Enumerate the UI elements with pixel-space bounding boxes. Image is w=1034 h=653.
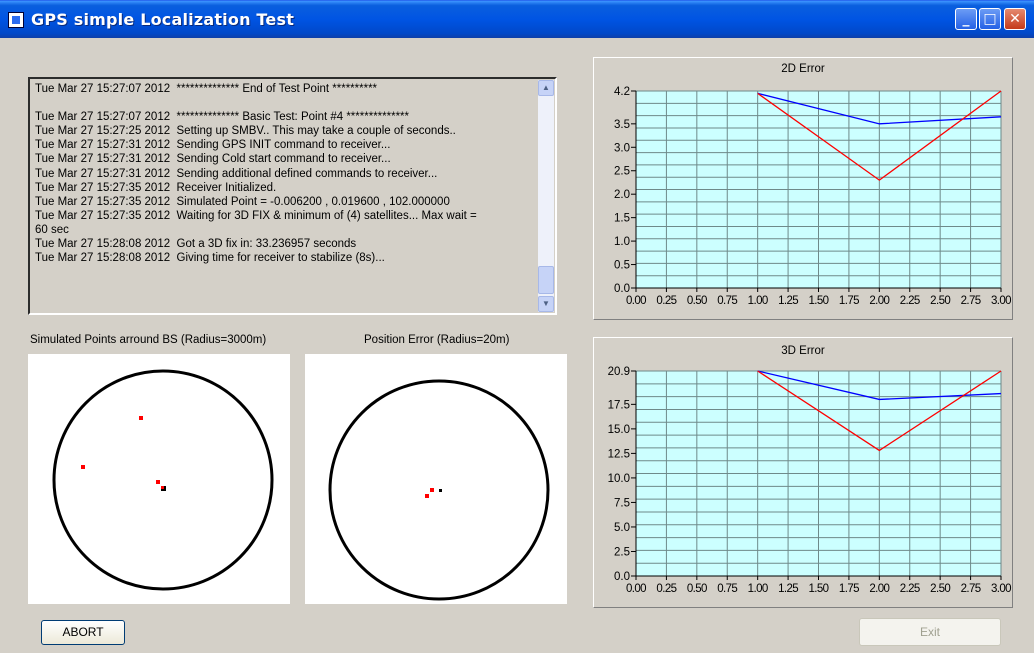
log-line: Tue Mar 27 15:27:07 2012 ************** … bbox=[35, 111, 409, 124]
error-point bbox=[425, 494, 429, 498]
log-line: Tue Mar 27 15:27:31 2012 Sending additio… bbox=[35, 167, 438, 180]
log-line bbox=[35, 96, 535, 110]
y-tick-label: 2.5 bbox=[614, 546, 630, 558]
graph-2d-error: 2D Error 0.00 0.25 0.50 0.75 1.00 1.25 1.50 1.75… bbox=[593, 57, 1013, 320]
simulated-points-plot bbox=[52, 369, 274, 591]
x-tick-label: 2.00 bbox=[869, 583, 889, 595]
log-line: Tue Mar 27 15:27:35 2012 Receiver Initia… bbox=[35, 181, 277, 194]
sim-point bbox=[139, 416, 143, 420]
position-error-plot bbox=[328, 379, 550, 601]
y-tick-label: 0.0 bbox=[614, 283, 630, 295]
y-tick-label: 7.5 bbox=[614, 497, 630, 509]
maximize-icon: □ bbox=[983, 11, 997, 27]
y-tick-label: 0.5 bbox=[614, 260, 630, 272]
x-tick-label: 2.50 bbox=[930, 295, 950, 307]
window-title: GPS simple Localization Test bbox=[31, 10, 295, 29]
x-tick-label: 1.00 bbox=[748, 295, 768, 307]
x-tick-label: 2.00 bbox=[869, 295, 889, 307]
log-line: Tue Mar 27 15:27:31 2012 Sending Cold st… bbox=[35, 153, 391, 166]
log-line: Tue Mar 27 15:27:07 2012 ************** … bbox=[35, 83, 378, 95]
simulated-points-canvas bbox=[28, 354, 290, 604]
x-tick-label: 3.00 bbox=[991, 583, 1011, 595]
y-tick-label: 12.5 bbox=[608, 448, 630, 460]
series-line-1 bbox=[757, 370, 1002, 452]
x-tick-label: 1.75 bbox=[839, 583, 859, 595]
log-line: Tue Mar 27 15:27:35 2012 Simulated Point… bbox=[35, 195, 450, 208]
chart-title: 3D Error bbox=[781, 345, 825, 357]
radius-circle bbox=[52, 369, 274, 591]
y-tick-label: 0.0 bbox=[614, 571, 630, 583]
graph-3d-error: 3D Error 0.00 0.25 0.50 0.75 1.00 1.25 1.50 1.75… bbox=[593, 337, 1013, 608]
chart-2d-error: 2D Error 0.00 0.25 0.50 0.75 1.00 1.25 1.50 1.75… bbox=[614, 63, 1012, 307]
x-tick-label: 0.75 bbox=[717, 295, 737, 307]
log-panel[interactable]: Tue Mar 27 15:27:07 2012 ************** … bbox=[28, 77, 557, 315]
maximize-button[interactable]: □ bbox=[979, 8, 1001, 30]
x-tick-label: 0.25 bbox=[656, 583, 676, 595]
position-error-canvas bbox=[305, 354, 567, 604]
log-scrollbar[interactable]: ▲ ▼ bbox=[538, 80, 554, 312]
error-point bbox=[430, 488, 434, 492]
x-tick-label: 0.50 bbox=[687, 295, 707, 307]
minimize-icon: _ bbox=[962, 11, 970, 27]
y-tick-label: 4.2 bbox=[614, 86, 630, 98]
y-tick-label: 3.5 bbox=[614, 119, 630, 131]
x-tick-label: 2.25 bbox=[900, 583, 920, 595]
y-tick-label: 1.0 bbox=[614, 236, 630, 248]
scroll-down-icon[interactable]: ▼ bbox=[538, 296, 554, 312]
x-tick-label: 1.00 bbox=[748, 583, 768, 595]
exit-button[interactable]: Exit bbox=[859, 618, 1001, 646]
sim-points-label: Simulated Points arround BS (Radius=3000… bbox=[30, 334, 267, 346]
scroll-thumb[interactable] bbox=[538, 266, 554, 294]
y-tick-label: 2.5 bbox=[614, 166, 630, 178]
sim-point bbox=[156, 480, 160, 484]
app-icon[interactable] bbox=[8, 12, 24, 28]
y-tick-label: 17.5 bbox=[608, 399, 630, 411]
x-tick-label: 1.75 bbox=[839, 295, 859, 307]
log-line: Tue Mar 27 15:28:08 2012 Giving time for… bbox=[35, 252, 385, 265]
x-tick-label: 0.75 bbox=[717, 583, 737, 595]
y-tick-label: 15.0 bbox=[608, 424, 630, 436]
x-tick-label: 0.00 bbox=[626, 295, 646, 307]
x-tick-label: 0.00 bbox=[626, 583, 646, 595]
y-tick-label: 10.0 bbox=[608, 473, 630, 485]
abort-button[interactable]: ABORT bbox=[41, 620, 125, 645]
y-tick-label: 2.0 bbox=[614, 189, 630, 201]
log-line: Tue Mar 27 15:27:31 2012 Sending GPS INI… bbox=[35, 139, 391, 152]
log-line: Tue Mar 27 15:27:25 2012 Setting up SMBV… bbox=[35, 125, 456, 138]
title-bar[interactable]: GPS simple Localization Test _ □ ✕ bbox=[0, 0, 1034, 38]
y-tick-label: 3.0 bbox=[614, 142, 630, 154]
x-tick-label: 1.25 bbox=[778, 583, 798, 595]
series-line-0 bbox=[757, 370, 1002, 401]
series-line-1 bbox=[757, 90, 1002, 181]
sim-point bbox=[161, 486, 164, 489]
sim-point bbox=[81, 465, 85, 469]
x-tick-label: 2.75 bbox=[961, 295, 981, 307]
x-tick-label: 2.25 bbox=[900, 295, 920, 307]
minimize-button[interactable]: _ bbox=[955, 8, 977, 30]
close-button[interactable]: ✕ bbox=[1004, 8, 1026, 30]
chart-title: 2D Error bbox=[781, 63, 825, 75]
radius-circle bbox=[328, 379, 550, 601]
x-tick-label: 0.50 bbox=[687, 583, 707, 595]
x-tick-label: 1.50 bbox=[809, 583, 829, 595]
x-tick-label: 1.25 bbox=[778, 295, 798, 307]
log-line: Tue Mar 27 15:28:08 2012 Got a 3D fix in… bbox=[35, 238, 357, 251]
scroll-up-icon[interactable]: ▲ bbox=[538, 80, 554, 96]
y-tick-label: 5.0 bbox=[614, 522, 630, 534]
series-line-0 bbox=[757, 92, 1002, 125]
log-lines: Tue Mar 27 15:27:07 2012 ************** … bbox=[35, 82, 535, 265]
x-tick-label: 1.50 bbox=[809, 295, 829, 307]
log-line: 60 sec bbox=[35, 223, 69, 236]
chart-3d-error: 3D Error 0.00 0.25 0.50 0.75 1.00 1.25 1.50 1.75… bbox=[608, 345, 1012, 595]
close-icon: ✕ bbox=[1009, 11, 1021, 27]
x-tick-label: 2.75 bbox=[961, 583, 981, 595]
center-point bbox=[439, 489, 442, 492]
log-line: Tue Mar 27 15:27:35 2012 Waiting for 3D … bbox=[35, 209, 477, 222]
x-tick-label: 0.25 bbox=[656, 295, 676, 307]
y-tick-label: 20.9 bbox=[608, 366, 630, 378]
x-tick-label: 3.00 bbox=[991, 295, 1011, 307]
x-tick-label: 2.50 bbox=[930, 583, 950, 595]
y-tick-label: 1.5 bbox=[614, 213, 630, 225]
pos-error-label: Position Error (Radius=20m) bbox=[364, 334, 510, 346]
